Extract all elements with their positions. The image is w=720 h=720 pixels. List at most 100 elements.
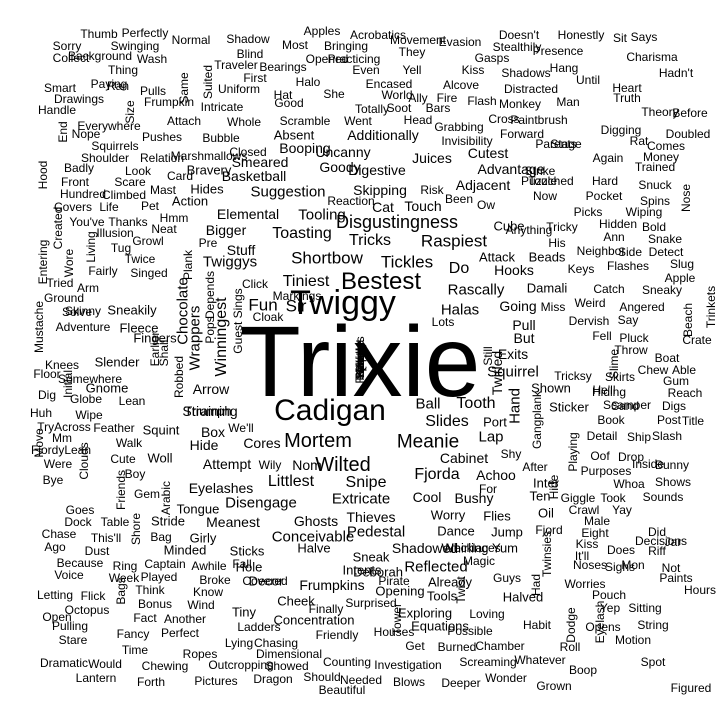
cloud-word: Heart [612,81,642,95]
cloud-word: Friendly [315,628,359,642]
cloud-word: Friends [114,469,128,511]
cloud-word: Covered [242,574,288,588]
cloud-word: Bags [114,577,128,605]
cloud-word: Fjord [535,523,563,537]
cloud-word: Bravery [186,162,232,178]
cloud-word: This'll [90,531,122,545]
cloud-word: Not [661,561,681,575]
cloud-word: Title [681,414,705,428]
cloud-word: Mortem [284,430,352,452]
cloud-word: Possible [447,624,493,638]
cloud-word: His [548,236,566,250]
cloud-word: Trinkets [704,285,718,329]
cloud-word: Cheek [277,593,315,609]
cloud-word: Hadn't [658,66,694,80]
cloud-word: Pouch [591,588,627,602]
cloud-word: Until [575,73,601,87]
cloud-word: Closed [229,145,267,159]
cloud-word: We'll [228,421,254,435]
cloud-word: Wonder [485,671,527,685]
cloud-word: Knees [44,358,80,372]
cloud-word: Showed [265,659,309,673]
cloud-word: Grown [536,679,572,693]
cloud-word: Flick [80,589,106,603]
cloud-word: Because [56,556,104,570]
cloud-word: Hand [506,388,524,424]
cloud-word: Chewing [141,659,189,673]
cloud-word: Intents [342,562,382,578]
cloud-word: Mast [149,183,177,197]
cloud-word: Cool [412,489,442,505]
cloud-word: Tools [426,588,458,604]
cloud-word: Lying [224,636,254,650]
cloud-word: Sitting [628,601,662,615]
cloud-word: Still [481,346,495,366]
cloud-word: Achoo [476,467,516,483]
cloud-word: Stare [58,633,88,647]
cloud-word: Squirrels [91,139,139,153]
cloud-word: Wily [258,458,282,472]
cloud-word: Does [606,543,636,557]
cloud-word: Thanks [108,215,148,229]
cloud-word: Figured [670,681,712,695]
cloud-word: Pictures [194,674,238,688]
cloud-word: Floor [33,367,61,381]
cloud-word: Attempt [202,456,252,472]
cloud-word: Purposes [580,464,632,478]
cloud-word: Side [617,245,643,259]
cloud-word: Pushes [141,130,183,144]
cloud-word: Fleece [119,320,159,336]
cloud-word: Smeared [231,154,289,170]
cloud-word: Cadigan [274,394,386,427]
cloud-word: Spins [639,194,671,208]
cloud-word: Jar [664,535,682,549]
cloud-word: Ghosts [293,513,339,529]
cloud-word: Skirts [605,370,635,384]
cloud-word: Yep [599,601,621,615]
cloud-word: Now [532,189,558,203]
cloud-word: Suggestion [250,183,326,201]
cloud-word: First [243,71,267,85]
cloud-word: Angered [619,300,665,314]
cloud-word: Motion [614,633,652,647]
cloud-word: Drawings [53,92,105,106]
cloud-word: Quite [353,345,367,375]
cloud-word: Absent [273,127,315,143]
cloud-word: Arabic [159,480,173,516]
cloud-word: Did [647,525,667,539]
cloud-word: Been [444,192,474,206]
cloud-word: Advantage [477,161,545,177]
cloud-word: Outcropping [208,658,274,672]
cloud-word: Sighs [604,560,636,574]
cloud-word: Decor [248,573,284,589]
cloud-word: Gem [133,487,161,501]
cloud-word: Fact [133,611,157,625]
cloud-word: Living [84,231,98,263]
cloud-word: Shadowed [391,540,459,556]
cloud-word: Reach [667,386,703,400]
cloud-word: Tooling [298,206,346,224]
cloud-word: Swinging [110,39,160,53]
cloud-word: Weird [574,296,606,310]
cloud-word: Say [617,313,639,327]
cloud-word: Tiny [231,604,257,620]
cloud-word: Conceivable [271,528,355,546]
cloud-word: You've [69,215,105,229]
cloud-word: Cloak [252,310,284,324]
cloud-word: Skipping [353,182,407,198]
cloud-word: Bag [150,530,172,544]
cloud-word: Raspiest [420,231,488,251]
cloud-word: Walk [115,436,143,450]
cloud-word: Perfectly [121,26,169,40]
cloud-word: Apples [303,24,341,38]
cloud-word: Look [124,164,152,178]
cloud-word: Miss [540,300,566,314]
cloud-word: Hat [273,88,293,102]
cloud-word: Needed [339,673,383,687]
cloud-word: Fire [436,91,458,105]
cloud-word: Ow [477,198,495,212]
cloud-word: Clouds [77,442,91,480]
cloud-word: Dragon [253,672,293,686]
cloud-word: Feather [93,421,135,435]
cloud-word: She [323,87,345,101]
